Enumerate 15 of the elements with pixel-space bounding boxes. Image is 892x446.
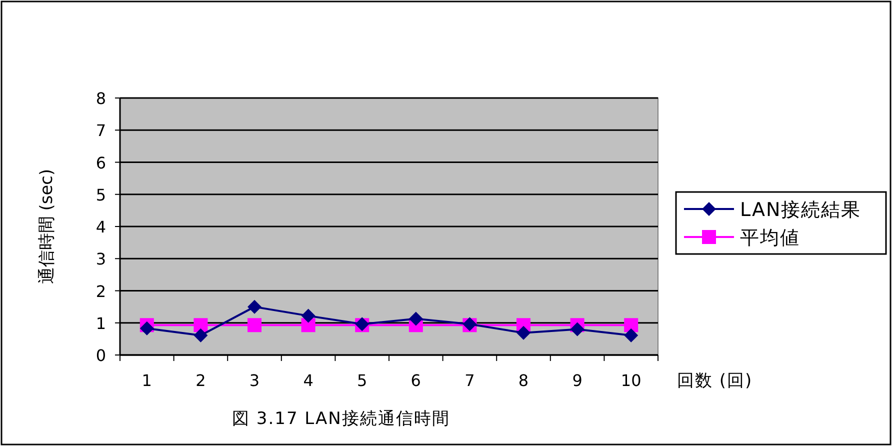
x-tick-label: 9: [572, 371, 582, 390]
x-tick-label: 4: [303, 371, 314, 390]
x-tick-label: 5: [357, 371, 368, 390]
text: 図 3.17 LAN接続通信時間: [232, 409, 450, 429]
y-axis-title: 通信時間 (sec): [37, 168, 57, 284]
x-tick-label: 2: [196, 371, 206, 390]
x-tick-label: 6: [410, 371, 421, 390]
x-tick-label: 8: [518, 371, 529, 390]
x-axis-title: 回数 (回): [677, 371, 753, 391]
x-tick-label: 3: [249, 371, 260, 390]
x-tick-label: 7: [464, 371, 475, 390]
x-tick-label: 1: [142, 371, 152, 390]
legend-label: LAN接続結果: [740, 199, 862, 221]
x-tick-label: 10: [620, 371, 642, 390]
legend-label: 平均値: [740, 227, 800, 249]
